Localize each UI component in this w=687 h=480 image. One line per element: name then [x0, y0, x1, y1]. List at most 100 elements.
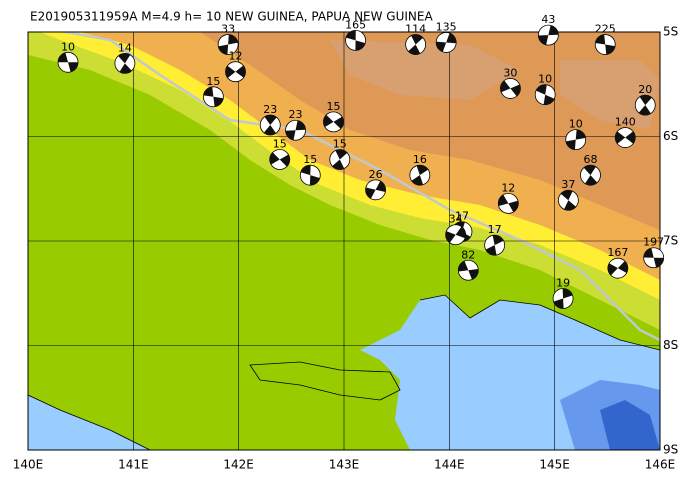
compression-quadrant: [365, 181, 386, 199]
focal-mechanism: 12: [225, 50, 246, 83]
compression-quadrant: [500, 80, 521, 97]
compression-quadrant: [536, 84, 555, 105]
focal-mechanism: 37: [557, 178, 579, 211]
depth-label: 17: [488, 223, 502, 236]
compression-quadrant: [203, 86, 224, 107]
depth-label: 82: [461, 248, 475, 261]
x-tick-label: 141E: [118, 458, 149, 472]
focal-mechanism: 43: [537, 13, 559, 46]
focal-mechanism: 15: [329, 137, 351, 170]
compression-quadrant: [583, 165, 598, 186]
deep-water: [600, 400, 660, 450]
depth-label: 37: [561, 178, 575, 191]
focal-mechanism: 26: [365, 168, 387, 201]
coastline: [28, 394, 151, 450]
depth-label: 15: [206, 75, 220, 88]
compression-quadrant: [411, 165, 429, 186]
focal-mechanism: 14: [114, 41, 136, 74]
compression-quadrant: [445, 226, 466, 243]
compression-quadrant: [458, 261, 479, 280]
compression-quadrant: [436, 33, 457, 52]
depth-label: 19: [556, 276, 570, 289]
compression-quadrant: [560, 190, 576, 211]
compression-quadrant: [538, 25, 559, 45]
compression-quadrant: [498, 194, 519, 212]
depth-label: 26: [369, 168, 383, 181]
focal-mechanism: 16: [409, 153, 431, 186]
depth-label: 225: [595, 23, 616, 36]
focal-mechanism: 15: [202, 75, 224, 108]
compression-quadrant: [225, 65, 246, 78]
compression-quadrant: [285, 120, 306, 140]
depth-label: 30: [503, 66, 517, 79]
depth-label: 15: [273, 137, 287, 150]
depth-label: 10: [61, 40, 75, 53]
depth-label: 12: [229, 50, 243, 63]
compression-quadrant: [485, 235, 504, 256]
mountains: [560, 60, 660, 130]
focal-mechanism: 19: [552, 276, 574, 309]
mountains: [330, 40, 520, 100]
depth-label: 23: [289, 108, 303, 121]
compression-quadrant: [408, 34, 424, 55]
focal-mechanism: 23: [285, 108, 306, 141]
depth-label: 43: [541, 13, 555, 26]
focal-mechanism: 17: [484, 223, 506, 256]
depth-label: 167: [607, 246, 628, 259]
y-tick-label: 6S: [663, 129, 678, 143]
focal-mechanism: 15: [269, 137, 291, 170]
focal-mechanism: 12: [497, 181, 519, 214]
focal-mechanism: 10: [57, 40, 79, 73]
focal-mechanism: 167: [607, 246, 628, 279]
compression-quadrant: [300, 165, 320, 186]
compression-quadrant: [118, 53, 132, 74]
depth-label: 20: [638, 83, 652, 96]
focal-mechanism: 10: [565, 118, 587, 151]
compression-quadrant: [323, 114, 344, 129]
compression-quadrant: [643, 248, 664, 268]
compression-quadrant: [269, 152, 290, 167]
y-tick-label: 7S: [663, 234, 678, 248]
focal-mechanism: 34: [445, 213, 467, 246]
compression-quadrant: [565, 129, 586, 150]
depth-label: 15: [326, 100, 340, 113]
focal-mechanism: 10: [534, 73, 556, 106]
compression-quadrant: [332, 149, 348, 170]
depth-label: 140: [615, 116, 636, 129]
depth-label: 68: [583, 153, 597, 166]
focal-mechanism: 82: [457, 248, 479, 281]
depth-label: 114: [405, 23, 426, 36]
focal-mechanism: 15: [323, 100, 344, 133]
focal-mechanism: 225: [595, 23, 616, 55]
y-tick-label: 8S: [663, 338, 678, 352]
depth-label: 17: [455, 210, 469, 223]
compression-quadrant: [346, 30, 366, 51]
x-tick-label: 142E: [223, 458, 254, 472]
depth-label: 14: [118, 41, 132, 54]
y-tick-label: 5S: [663, 25, 678, 39]
depth-label: 34: [449, 213, 463, 226]
focal-mechanism: 20: [634, 83, 656, 116]
compression-quadrant: [607, 261, 628, 276]
depth-label: 135: [436, 20, 457, 33]
focal-mechanism: 197: [643, 236, 664, 269]
x-tick-label: 143E: [329, 458, 360, 472]
focal-mechanism: 30: [500, 66, 521, 99]
focal-mechanism: 114: [405, 23, 426, 55]
x-tick-label: 144E: [434, 458, 465, 472]
depth-label: 15: [303, 153, 317, 166]
depth-label: 165: [345, 18, 366, 31]
focal-mechanism: 135: [436, 20, 457, 53]
depth-label: 10: [569, 118, 583, 131]
focal-mechanism: 23: [259, 103, 281, 136]
depth-label: 10: [538, 73, 552, 86]
depth-label: 15: [333, 137, 347, 150]
compression-quadrant: [638, 95, 652, 116]
depth-label: 197: [643, 236, 664, 249]
map-frame: [27, 31, 661, 451]
depth-label: 23: [263, 103, 277, 116]
compression-quadrant: [263, 114, 277, 136]
border-line: [59, 32, 660, 342]
y-tick-label: 9S: [663, 443, 678, 457]
